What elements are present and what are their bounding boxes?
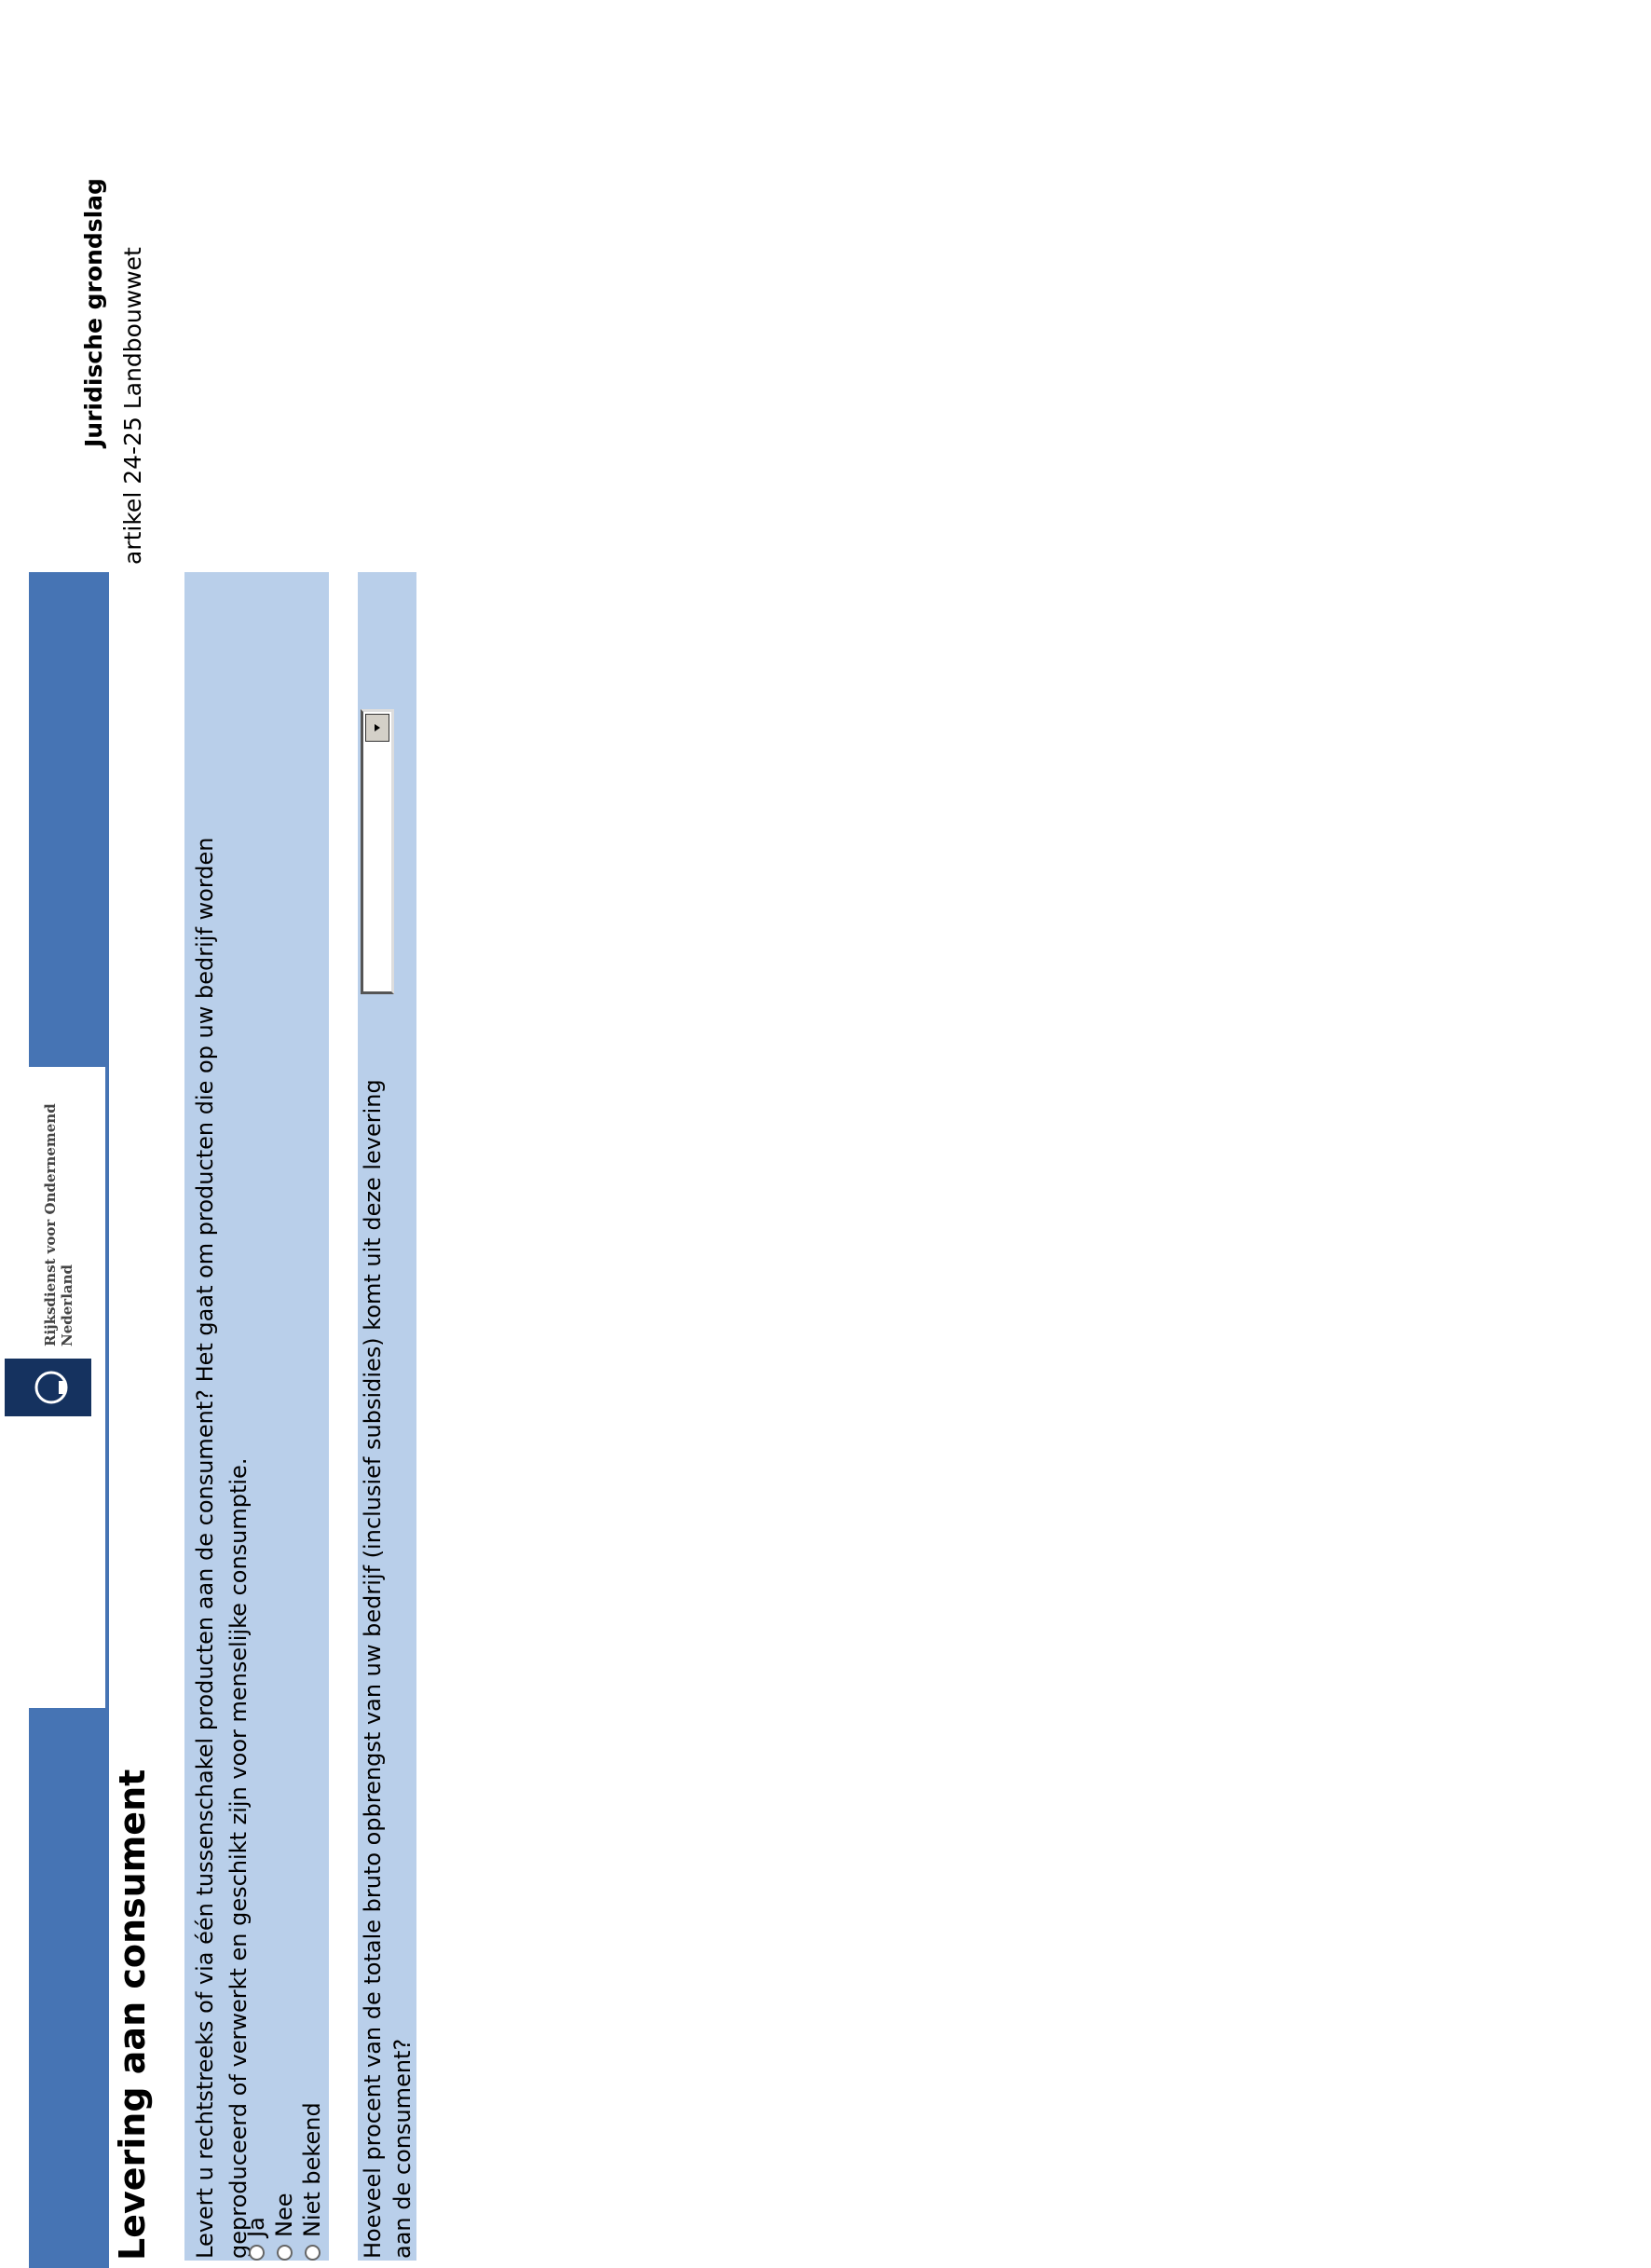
radio[interactable]: [248, 2245, 265, 2261]
logo-line: Rijksdienst voor Ondernemend: [42, 1103, 59, 1346]
banner-left: [29, 1708, 109, 2268]
question-box: Hoeveel procent van de totale bruto opbr…: [358, 572, 416, 2261]
text-line: Hoeveel procent van de totale bruto opbr…: [360, 1079, 386, 2259]
logo-emblem: [34, 1371, 68, 1404]
arrow: [375, 724, 380, 731]
logo-text: Rijksdienst voor Ondernemend Nederland: [42, 1103, 75, 1346]
question-text: Hoeveel procent van de totale bruto opbr…: [358, 1079, 417, 2259]
text-line: geproduceerd of verwerkt en geschikt zij…: [225, 1457, 252, 2259]
text-line: aan de consument?: [389, 2038, 416, 2259]
option-label: Nee: [271, 2193, 297, 2237]
banner-right: [29, 572, 109, 1067]
question-box: Levert u rechtstreeks of via één tussens…: [184, 572, 329, 2261]
sidebar-text: artikel 24-25 Landbouwwet: [119, 247, 146, 565]
option-label: Ja: [243, 2217, 269, 2237]
text-line: Levert u rechtstreeks of via één tussens…: [192, 837, 218, 2259]
logo-line: Nederland: [59, 1264, 75, 1346]
question-text: Levert u rechtstreeks of via één tussens…: [188, 837, 255, 2259]
option-label: Niet bekend: [299, 2102, 325, 2237]
select-button[interactable]: [365, 714, 389, 742]
logo-mark: [5, 1359, 91, 1416]
radio[interactable]: [304, 2245, 321, 2261]
radio-option[interactable]: Ja: [242, 2102, 270, 2261]
radio[interactable]: [276, 2245, 293, 2261]
radio-group: Ja Nee Niet bekend: [242, 2102, 326, 2261]
sidebar-heading: Juridische grondslag: [80, 178, 107, 447]
radio-option[interactable]: Niet bekend: [298, 2102, 326, 2261]
select[interactable]: [361, 709, 394, 994]
radio-option[interactable]: Nee: [270, 2102, 298, 2261]
page-title: Levering aan consument: [112, 1769, 153, 2261]
